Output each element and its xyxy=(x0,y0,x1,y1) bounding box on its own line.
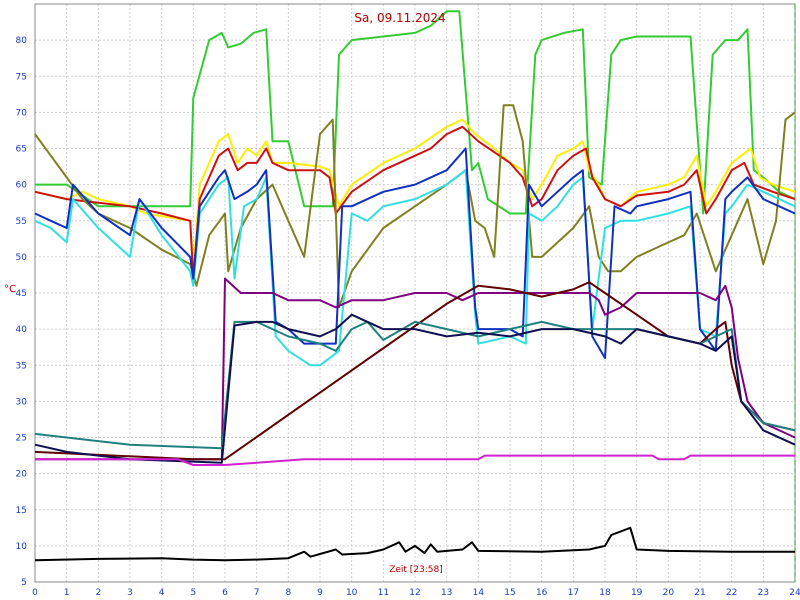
series-line-11 xyxy=(35,454,795,466)
x-tick-label: 18 xyxy=(599,588,611,598)
x-tick-label: 23 xyxy=(758,588,769,598)
y-tick-label: 40 xyxy=(16,325,28,335)
series-group xyxy=(34,10,796,562)
y-tick-label: 20 xyxy=(16,470,28,480)
x-tick-label: 9 xyxy=(317,588,323,598)
y-tick-label: 75 xyxy=(16,72,27,82)
x-tick-label: 14 xyxy=(473,588,485,598)
x-tick-label: 3 xyxy=(127,588,133,598)
x-tick-label: 16 xyxy=(536,588,548,598)
x-tick-label: 7 xyxy=(254,588,260,598)
y-tick-label: 45 xyxy=(16,289,27,299)
x-tick-label: 12 xyxy=(409,588,420,598)
series-line-10 xyxy=(34,313,796,464)
x-tick-label: 21 xyxy=(694,588,705,598)
series-line-2 xyxy=(34,118,796,273)
y-tick-label: 35 xyxy=(16,361,27,371)
x-tick-label: 19 xyxy=(631,588,643,598)
x-tick-label: 15 xyxy=(504,588,515,598)
y-axis-label: °C xyxy=(4,284,16,295)
series-line-3 xyxy=(34,125,796,280)
series-line-8 xyxy=(34,281,796,461)
y-tick-label: 80 xyxy=(16,36,28,46)
x-tick-label: 4 xyxy=(159,588,165,598)
x-tick-label: 1 xyxy=(64,588,70,598)
series-line-5 xyxy=(34,169,796,367)
x-tick-label: 22 xyxy=(726,588,737,598)
y-tick-label: 50 xyxy=(16,253,28,263)
tick-labels: 0 1 2 3 4 5 6 7 8 9 10 11 12 13 14 15 16 17 18 19 20 21 22 23 24… xyxy=(16,36,800,598)
y-tick-label: 10 xyxy=(16,542,28,552)
y-tick-label: 60 xyxy=(16,181,28,191)
x-tick-label: 6 xyxy=(222,588,228,598)
x-tick-label: 24 xyxy=(789,588,800,598)
x-axis-label: Zeit [23:58] xyxy=(389,565,443,575)
y-tick-label: 70 xyxy=(16,108,28,118)
chart-title: Sa, 09.11.2024 xyxy=(354,11,445,25)
x-tick-label: 13 xyxy=(441,588,452,598)
y-tick-label: 65 xyxy=(16,145,27,155)
series-line-6 xyxy=(34,147,796,359)
x-tick-label: 10 xyxy=(346,588,358,598)
series-line-12 xyxy=(34,526,795,562)
x-tick-label: 8 xyxy=(285,588,291,598)
y-tick-label: 15 xyxy=(16,506,27,516)
y-tick-label: 5 xyxy=(21,578,27,588)
x-tick-label: 20 xyxy=(663,588,675,598)
x-tick-label: 11 xyxy=(378,588,389,598)
y-tick-label: 30 xyxy=(16,397,28,407)
y-tick-label: 25 xyxy=(16,434,27,444)
series-line-4 xyxy=(34,104,796,309)
series-line-7 xyxy=(35,277,796,461)
x-tick-label: 5 xyxy=(190,588,196,598)
x-tick-label: 2 xyxy=(95,588,101,598)
x-tick-label: 0 xyxy=(32,588,38,598)
x-tick-label: 17 xyxy=(568,588,579,598)
y-tick-label: 55 xyxy=(16,217,27,227)
series-line-1 xyxy=(35,10,796,215)
